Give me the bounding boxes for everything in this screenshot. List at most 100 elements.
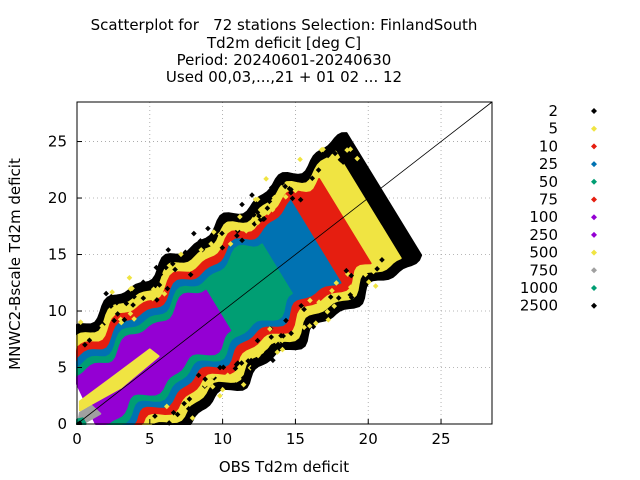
outlier-point (325, 152, 331, 159)
outlier-point (263, 176, 269, 182)
outlier-point (86, 337, 93, 344)
outlier-point (234, 232, 240, 239)
x-tick-label: 25 (431, 430, 450, 448)
outlier-point (282, 194, 289, 200)
outlier-point (215, 385, 222, 392)
outlier-point (227, 241, 234, 247)
outlier-point (264, 205, 271, 211)
outlier-point (163, 264, 169, 271)
outlier-point (210, 373, 216, 380)
legend-label: 10 (539, 137, 558, 155)
outlier-point (191, 258, 198, 265)
outlier-point (114, 299, 120, 306)
y-tick-label: 15 (48, 246, 67, 264)
title-line-1: Scatterplot for 72 stations Selection: F… (91, 16, 478, 34)
legend-entry: 750 (529, 261, 597, 279)
legend-entry: 10 (539, 137, 597, 155)
outlier-point (174, 256, 180, 263)
outlier-point (370, 268, 377, 275)
x-tick-label: 10 (213, 430, 232, 448)
outlier-point (217, 364, 223, 371)
legend-entry: 25 (539, 155, 597, 173)
outlier-point (255, 219, 261, 226)
outlier-point (127, 310, 134, 317)
outlier-point (289, 195, 296, 202)
outlier-point (164, 285, 171, 292)
outlier-point (267, 326, 273, 332)
outlier-point (254, 337, 261, 344)
outlier-point (111, 317, 117, 324)
density-core (78, 348, 160, 412)
legend-label: 50 (539, 173, 558, 191)
outlier-point (175, 415, 182, 422)
outlier-point (316, 299, 322, 306)
outlier-point (295, 174, 302, 180)
outlier-point (265, 209, 271, 216)
outlier-point (186, 262, 192, 269)
outlier-point (251, 212, 257, 218)
outlier-point (336, 304, 343, 310)
outlier-point (332, 145, 339, 151)
outlier-point (118, 319, 125, 326)
x-tick-label: 5 (145, 430, 155, 448)
outlier-point (263, 349, 270, 356)
outlier-point (282, 183, 288, 190)
outlier-point (234, 225, 241, 232)
legend-marker (591, 108, 597, 114)
outlier-point (257, 217, 263, 224)
outlier-point (189, 415, 196, 421)
outlier-point (187, 271, 194, 278)
legend-label: 5 (548, 120, 558, 138)
outlier-point (172, 266, 178, 273)
outlier-point (152, 413, 158, 419)
outlier-point (131, 316, 137, 322)
legend-entry: 100 (529, 208, 597, 226)
y-tick-label: 0 (57, 415, 67, 433)
y-tick-label: 20 (48, 189, 67, 207)
legend-label: 750 (529, 261, 558, 279)
outlier-point (335, 295, 342, 301)
chart-title: Scatterplot for 72 stations Selection: F… (91, 16, 478, 86)
outlier-point (344, 147, 350, 153)
outlier-point (337, 156, 344, 163)
outlier-point (313, 320, 319, 327)
outlier-point (82, 341, 88, 348)
outlier-point (223, 222, 230, 228)
outlier-point (188, 405, 195, 411)
outlier-point (140, 279, 147, 286)
outlier-point (275, 341, 281, 348)
outlier-point (309, 175, 316, 182)
outlier-point (174, 411, 181, 418)
outlier-point (268, 184, 275, 191)
outlier-point (187, 266, 193, 273)
outlier-point (347, 146, 354, 153)
title-line-2: Td2m deficit [deg C] (206, 34, 361, 52)
outlier-point (153, 264, 160, 271)
outlier-point (163, 403, 170, 410)
outlier-point (205, 225, 211, 232)
legend-entry: 2500 (520, 297, 597, 315)
outlier-point (324, 308, 331, 315)
x-axis-label: OBS Td2m deficit (219, 458, 349, 476)
outlier-point (182, 249, 189, 256)
outlier-point (126, 274, 133, 281)
legend-label: 100 (529, 208, 558, 226)
outlier-point (210, 229, 217, 235)
outlier-point (186, 396, 193, 402)
outlier-point (249, 192, 255, 198)
outlier-point (271, 194, 278, 201)
outlier-point (243, 228, 250, 234)
legend-label: 250 (529, 226, 558, 244)
legend-entry: 500 (529, 244, 597, 262)
outlier-point (156, 282, 163, 288)
outlier-point (315, 151, 322, 157)
outlier-point (217, 392, 223, 399)
legend-label: 75 (539, 191, 558, 209)
legend-marker (591, 196, 597, 203)
outlier-point (237, 214, 243, 220)
outlier-point (298, 302, 305, 309)
outlier-point (269, 343, 275, 350)
outlier-point (77, 319, 84, 325)
legend-entry: 250 (529, 226, 597, 244)
